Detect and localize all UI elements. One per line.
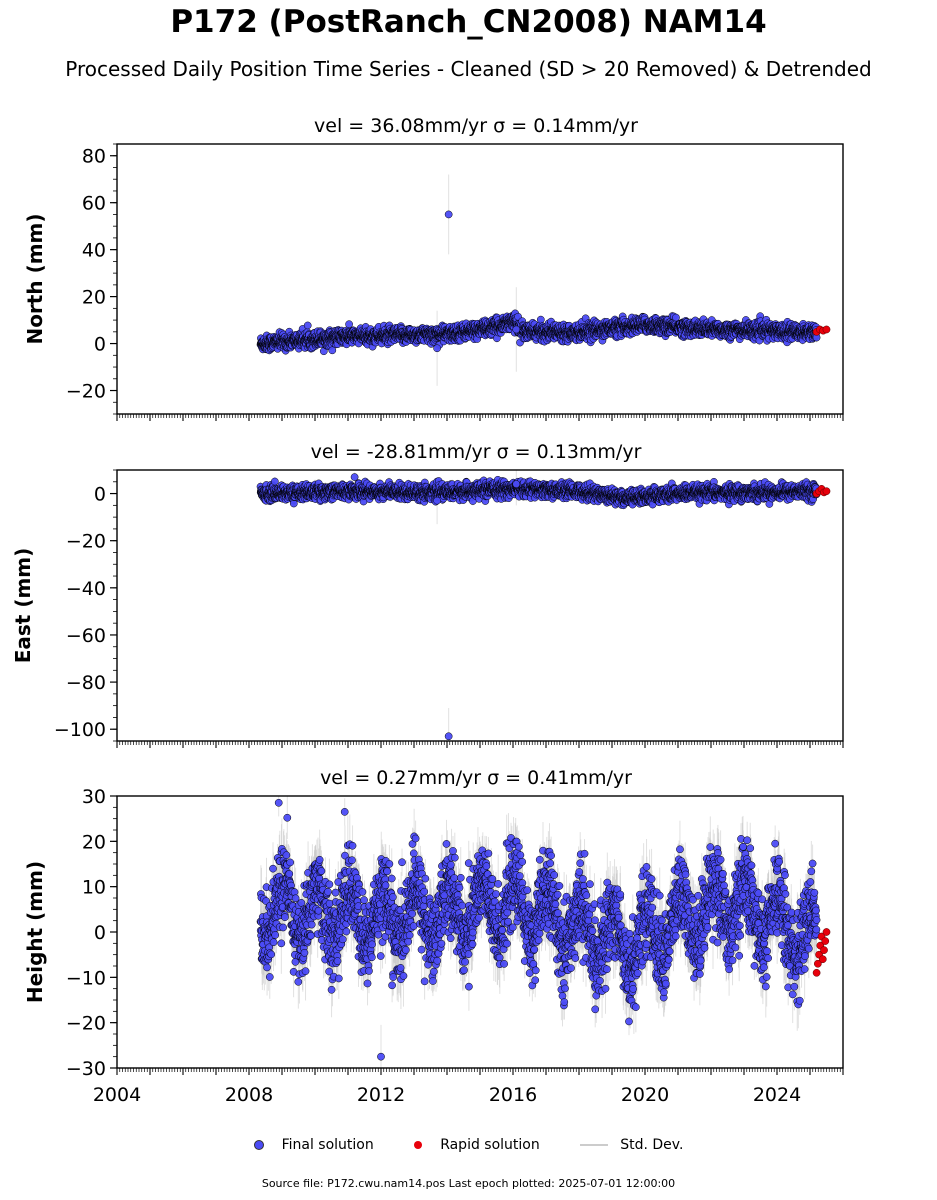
chart-title: P172 (PostRanch_CN2008) NAM14 bbox=[170, 4, 767, 40]
final-point bbox=[328, 346, 337, 355]
final-solution-points bbox=[256, 210, 821, 356]
final-point bbox=[345, 320, 353, 329]
final-point bbox=[536, 315, 545, 324]
std-dev-bars bbox=[260, 174, 818, 386]
chart-subtitle: Processed Daily Position Time Series - C… bbox=[65, 57, 872, 81]
final-point bbox=[303, 321, 312, 330]
